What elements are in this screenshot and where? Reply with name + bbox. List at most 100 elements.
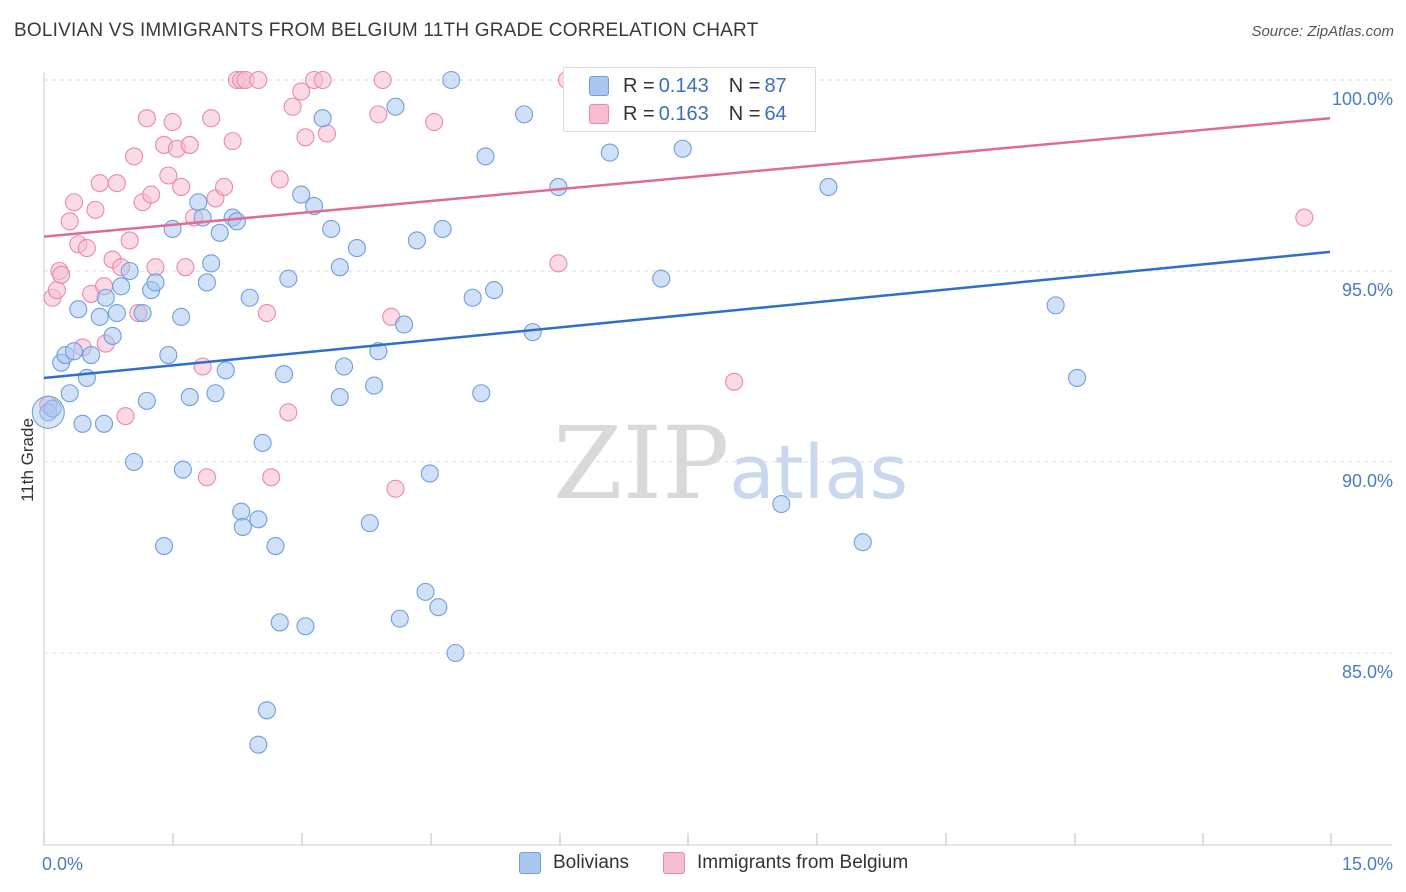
bolivian-point bbox=[240, 288, 259, 307]
bolivian-point bbox=[180, 388, 199, 407]
belgium-point bbox=[262, 468, 281, 487]
belgium-point bbox=[146, 258, 165, 277]
bolivian-point bbox=[322, 219, 341, 239]
bolivian-point bbox=[446, 643, 465, 663]
bolivian-point bbox=[1046, 296, 1065, 315]
bolivian-point bbox=[94, 414, 114, 433]
bolivian-point bbox=[210, 223, 229, 242]
bolivian-point bbox=[395, 315, 414, 334]
axis-labels: 85.0% 90.0% 95.0% 100.0% 0.0% 15.0% 11th Grade bbox=[18, 89, 1393, 874]
legend-row-belgium: R = 0.163 N = 64 bbox=[564, 100, 787, 128]
trend-line-belgium bbox=[43, 116, 1331, 238]
trend-line-bolivians bbox=[43, 250, 1331, 380]
belgium-point bbox=[64, 193, 84, 212]
belgium-point bbox=[257, 303, 276, 323]
series-belgium-points bbox=[39, 70, 1314, 498]
bolivian-point bbox=[249, 735, 268, 754]
bolivian-point bbox=[819, 177, 838, 197]
bolivian-point bbox=[279, 269, 298, 288]
bolivian-point bbox=[146, 273, 165, 292]
bolivian-point bbox=[600, 143, 619, 162]
legend-label-bolivians: Bolivians bbox=[553, 852, 630, 873]
y-tick-label: 85.0% bbox=[1342, 662, 1393, 682]
bolivian-point bbox=[420, 464, 439, 483]
bolivian-point bbox=[172, 307, 191, 326]
chart-source: Source: ZipAtlas.com bbox=[1251, 23, 1394, 40]
bolivian-point bbox=[154, 536, 174, 556]
bolivian-point bbox=[369, 342, 388, 361]
bolivian-point bbox=[233, 517, 252, 536]
legend-row-bolivians: R = 0.143 N = 87 bbox=[564, 72, 787, 100]
bolivian-point bbox=[96, 288, 115, 307]
y-tick-label: 100.0% bbox=[1332, 89, 1393, 109]
bolivian-point bbox=[90, 307, 109, 326]
bolivian-point bbox=[64, 342, 84, 361]
bolivian-point bbox=[216, 361, 235, 380]
x-tick-label-min: 0.0% bbox=[42, 854, 83, 874]
bolivian-point bbox=[416, 582, 435, 601]
bolivian-point bbox=[73, 414, 92, 433]
belgium-point bbox=[313, 70, 332, 90]
y-axis-label: 11th Grade bbox=[18, 418, 37, 502]
legend-r-label: R = bbox=[623, 74, 655, 97]
bolivian-point bbox=[386, 97, 405, 116]
belgium-point bbox=[176, 258, 195, 277]
belgium-point bbox=[60, 212, 79, 231]
bolivian-point bbox=[270, 613, 289, 632]
bolivian-point bbox=[330, 258, 349, 277]
bolivian-point bbox=[69, 300, 88, 319]
bolivian-point bbox=[206, 384, 225, 403]
series-legend: Bolivians Immigrants from Belgium bbox=[0, 852, 1406, 878]
bolivian-point bbox=[296, 617, 315, 636]
bolivian-point bbox=[227, 212, 246, 231]
legend-n-value: 87 bbox=[764, 74, 787, 97]
bolivian-point bbox=[124, 452, 144, 472]
belgium-point bbox=[369, 105, 388, 124]
legend-n-label: N = bbox=[728, 102, 761, 125]
bolivian-point bbox=[523, 323, 542, 342]
belgium-point bbox=[386, 479, 405, 498]
legend-r-value: 0.163 bbox=[658, 102, 709, 125]
bolivian-point bbox=[347, 239, 366, 258]
legend-item-bolivians[interactable]: Bolivians bbox=[519, 852, 629, 874]
belgium-point bbox=[120, 231, 139, 250]
bolivian-point bbox=[433, 219, 452, 239]
belgium-point bbox=[425, 112, 444, 132]
belgium-point bbox=[47, 281, 66, 300]
bolivian-point bbox=[292, 185, 311, 204]
belgium-point bbox=[296, 128, 315, 147]
x-tick-label-max: 15.0% bbox=[1342, 854, 1393, 874]
y-tick-label: 90.0% bbox=[1342, 471, 1393, 491]
belgium-point bbox=[180, 135, 199, 154]
bolivian-point bbox=[390, 609, 409, 628]
bolivian-point bbox=[266, 536, 285, 556]
bolivian-point bbox=[463, 288, 482, 307]
bolivian-point bbox=[429, 598, 448, 617]
bolivian-point bbox=[673, 139, 692, 158]
belgium-point bbox=[193, 357, 212, 376]
belgium-point bbox=[292, 82, 311, 101]
bolivian-point bbox=[103, 326, 122, 345]
belgium-point bbox=[1295, 208, 1314, 227]
bolivian-point bbox=[189, 193, 208, 212]
bolivian-point bbox=[232, 502, 251, 521]
bolivian-point bbox=[133, 303, 152, 323]
legend-swatch-blue bbox=[519, 852, 541, 874]
belgium-point bbox=[270, 170, 289, 189]
bolivian-point bbox=[197, 273, 216, 292]
belgium-point bbox=[77, 239, 96, 258]
legend-swatch-pink bbox=[663, 852, 685, 874]
bolivian-point bbox=[335, 357, 354, 376]
bolivian-point bbox=[772, 494, 791, 514]
belgium-point bbox=[172, 177, 191, 197]
correlation-legend: R = 0.143 N = 87 R = 0.163 N = 64 bbox=[563, 67, 816, 132]
grid-lines bbox=[44, 79, 1392, 654]
bolivian-point bbox=[202, 254, 221, 273]
belgium-point bbox=[317, 124, 336, 143]
bolivian-point bbox=[549, 177, 568, 197]
belgium-point bbox=[549, 254, 568, 273]
bolivian-point bbox=[853, 533, 872, 552]
legend-item-belgium[interactable]: Immigrants from Belgium bbox=[663, 852, 908, 874]
bolivian-point bbox=[159, 345, 178, 365]
